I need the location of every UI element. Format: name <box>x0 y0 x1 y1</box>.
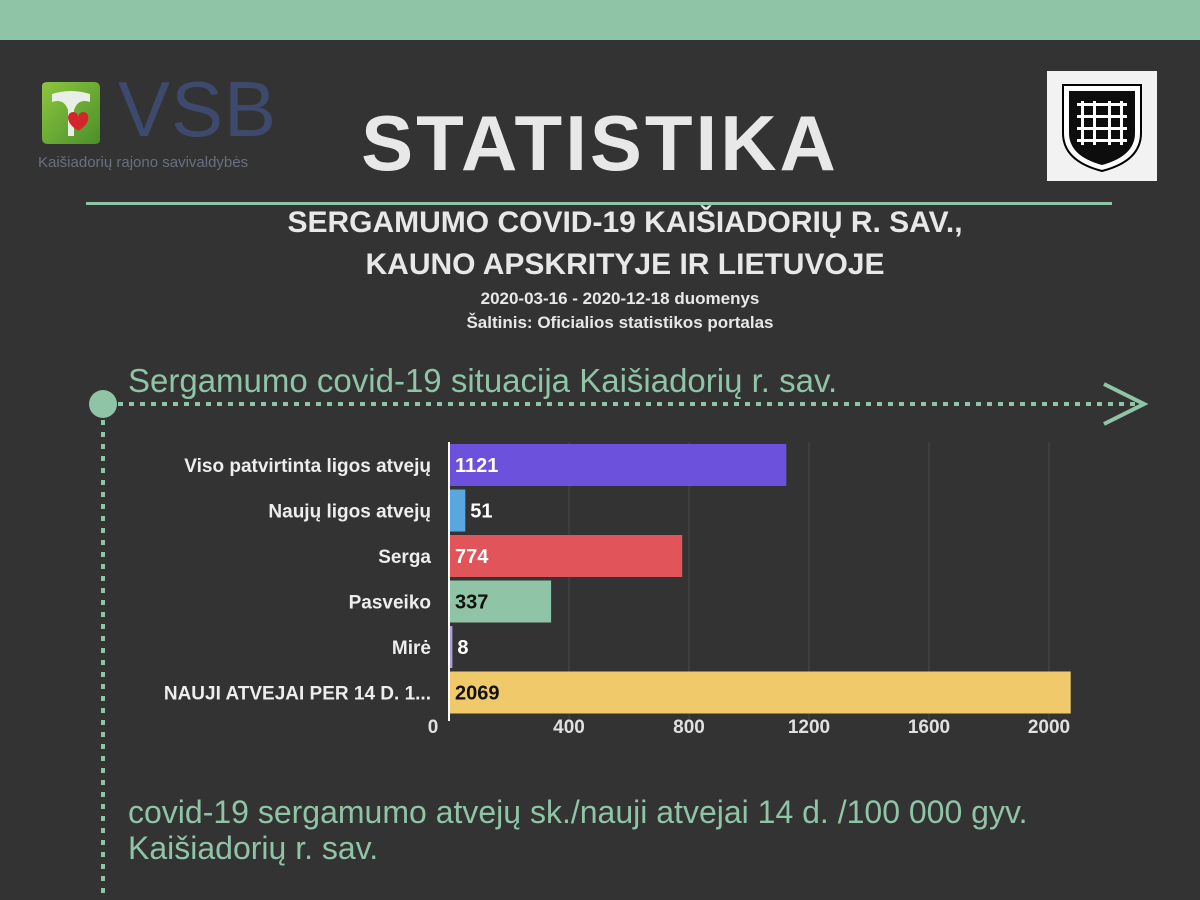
category-label: Serga <box>378 547 431 568</box>
source-line: Šaltinis: Oficialios statistikos portala… <box>466 313 774 332</box>
top-bar <box>0 0 1200 40</box>
subtitle-line-2: KAUNO APSKRITYJE IR LIETUVOJE <box>365 248 885 281</box>
subtitle-line-1: SERGAMUMO COVID-19 KAIŠIADORIŲ R. SAV., <box>287 206 963 239</box>
section2-line-1: covid-19 sergamumo atvejų sk./nauji atve… <box>128 794 1028 830</box>
bar <box>450 580 552 623</box>
data-label: 2069 <box>455 683 500 705</box>
date-range: 2020-03-16 - 2020-12-18 duomenys <box>480 289 760 308</box>
x-tick-label: 1200 <box>788 717 830 738</box>
vsb-logo-icon <box>42 82 100 144</box>
title-divider <box>86 202 1112 205</box>
bar <box>450 671 1071 714</box>
coat-of-arms-icon <box>1062 84 1142 173</box>
section-title: Sergamumo covid-19 situacija Kaišiadorių… <box>128 362 838 399</box>
category-label: NAUJI ATVEJAI PER 14 D. 1... <box>164 684 431 705</box>
logo-subtitle: Kaišiadorių rajono savivaldybės <box>38 154 249 171</box>
x-tick-label: 800 <box>673 717 705 738</box>
data-label: 337 <box>455 592 488 614</box>
x-tick-label: 2000 <box>1028 717 1070 738</box>
x-tick-label: 1600 <box>908 717 950 738</box>
category-label: Naujų ligos atvejų <box>268 502 431 523</box>
bar <box>450 535 683 577</box>
bar <box>450 444 787 486</box>
category-label: Viso patvirtinta ligos atvejų <box>184 456 431 477</box>
x-tick-label: 0 <box>428 717 439 738</box>
category-label: Pasveiko <box>349 593 431 614</box>
section2-text: covid-19 sergamumo atvejų sk./nauji atve… <box>128 794 1028 867</box>
data-label: 774 <box>455 546 489 568</box>
section2-line-2: Kaišiadorių r. sav. <box>128 829 379 866</box>
logo-text: VSB <box>118 65 278 153</box>
data-label: 1121 <box>455 455 498 477</box>
page-title: STATISTIKA <box>361 99 839 187</box>
bar <box>450 626 453 668</box>
bar <box>450 489 466 532</box>
category-label: Mirė <box>392 638 431 659</box>
crest-frame <box>1047 71 1157 181</box>
data-label: 8 <box>457 637 468 659</box>
x-tick-label: 400 <box>553 717 585 738</box>
data-label: 51 <box>470 501 492 523</box>
